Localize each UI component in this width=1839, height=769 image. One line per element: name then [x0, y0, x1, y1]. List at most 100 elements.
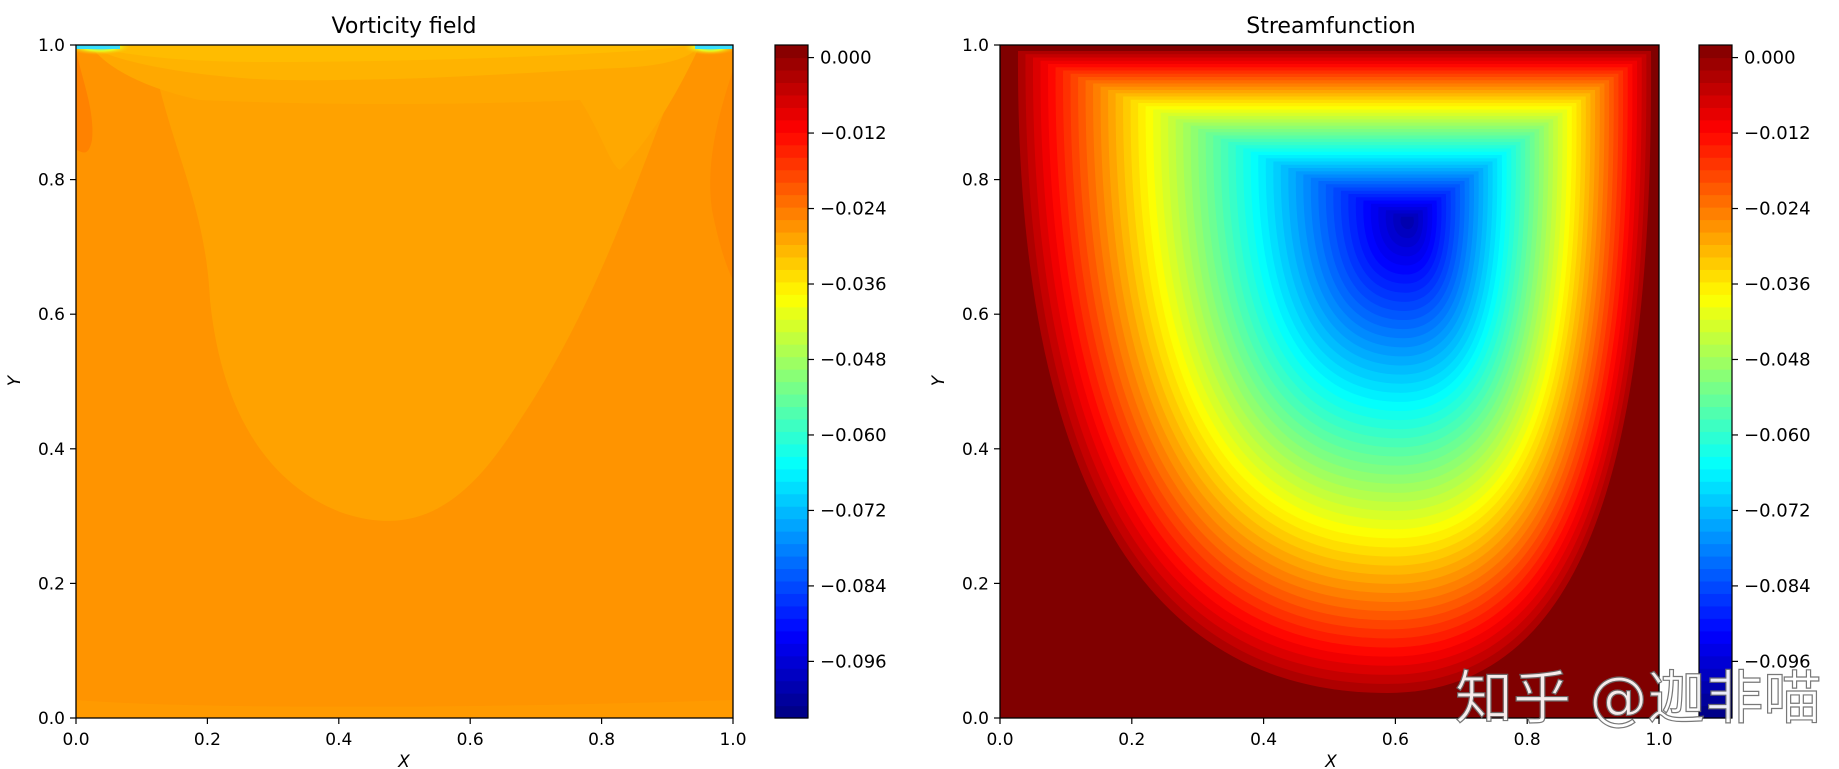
colorbar-band [1699, 244, 1732, 258]
vorticity-axes-frame [75, 44, 734, 719]
colorbar-band [1699, 294, 1732, 308]
streamfunction-y-tick-label: 0.0 [962, 709, 989, 729]
streamfunction-y-tick-label: 1.0 [962, 36, 989, 56]
colorbar-band [1699, 493, 1732, 507]
colorbar-band [775, 493, 808, 507]
vorticity-colorbar-bands [775, 45, 808, 719]
colorbar-band [775, 244, 808, 258]
colorbar-band [775, 593, 808, 607]
streamfunction-x-tick-label: 1.0 [1645, 730, 1672, 750]
streamfunction-colorbar-tick-label: −0.060 [1744, 425, 1811, 446]
colorbar-band [775, 256, 808, 270]
streamfunction-x-tick-label: 0.6 [1382, 730, 1409, 750]
colorbar-band [775, 481, 808, 495]
streamfunction-colorbar-tick-label: 0.000 [1744, 48, 1796, 69]
colorbar-band [1699, 518, 1732, 532]
colorbar-band [1699, 468, 1732, 482]
streamfunction-colorbar-tick-label: −0.036 [1744, 274, 1811, 295]
streamfunction-colorbar-bands [1699, 45, 1732, 719]
colorbar-band [1699, 543, 1732, 557]
colorbar-band [775, 605, 808, 619]
colorbar-band [775, 231, 808, 246]
colorbar-band [1699, 381, 1732, 395]
colorbar-band [1699, 132, 1732, 146]
colorbar-band [1699, 531, 1732, 545]
colorbar-band [775, 356, 808, 370]
vorticity-colorbar: 0.000 −0.012 −0.024 −0.036 −0.048 −0.060… [774, 44, 887, 719]
streamfunction-colorbar-tick-label: −0.084 [1744, 576, 1811, 597]
streamfunction-y-tick-label: 0.8 [962, 171, 989, 191]
colorbar-band [1699, 344, 1732, 358]
vorticity-colorbar-tick-label: −0.048 [820, 349, 887, 370]
streamfunction-x-tick-label: 0.8 [1514, 730, 1541, 750]
colorbar-band [1699, 618, 1732, 632]
colorbar-band [775, 107, 808, 121]
streamfunction-colorbar-ticks: 0.000 −0.012 −0.024 −0.036 −0.048 −0.060… [1732, 48, 1811, 672]
colorbar-band [775, 144, 808, 158]
vorticity-colorbar-tick-label: −0.060 [820, 425, 887, 446]
vorticity-y-tick-label: 0.2 [38, 574, 65, 594]
colorbar-band [775, 456, 808, 470]
colorbar-band [1699, 182, 1732, 196]
colorbar-band [775, 393, 808, 408]
streamfunction-colorbar-tick-label: −0.048 [1744, 349, 1811, 370]
colorbar-band [775, 157, 808, 171]
colorbar-band [775, 618, 808, 632]
streamfunction-axes-frame [999, 44, 1660, 719]
colorbar-band [775, 344, 808, 358]
streamfunction-x-ticks: 0.0 0.2 0.4 0.6 0.8 1.0 [986, 718, 1673, 750]
colorbar-band [1699, 705, 1732, 719]
colorbar-band [1699, 256, 1732, 270]
streamfunction-chart: Streamfunction 0.0 0.2 0.4 0.6 0.8 1.0 [929, 14, 1811, 769]
colorbar-band [1699, 443, 1732, 457]
colorbar-band [775, 543, 808, 557]
vorticity-y-axis-label: Y [5, 374, 25, 386]
colorbar-band [1699, 45, 1732, 59]
colorbar-band [775, 518, 808, 532]
vorticity-y-tick-label: 0.6 [38, 305, 65, 325]
vorticity-colorbar-ticks: 0.000 −0.012 −0.024 −0.036 −0.048 −0.060… [808, 48, 887, 672]
vorticity-colorbar-tick-label: −0.072 [820, 500, 887, 521]
streamfunction-x-tick-label: 0.2 [1118, 730, 1145, 750]
vorticity-y-tick-label: 1.0 [38, 36, 65, 56]
colorbar-band [1699, 306, 1732, 320]
colorbar-band [775, 45, 808, 59]
streamfunction-y-axis-label: Y [929, 374, 949, 386]
colorbar-band [1699, 456, 1732, 470]
vorticity-colorbar-tick-label: −0.036 [820, 274, 887, 295]
colorbar-band [1699, 331, 1732, 345]
vorticity-x-axis-label: X [397, 752, 410, 769]
streamfunction-field [1000, 45, 1659, 718]
colorbar-band [775, 531, 808, 545]
colorbar-band [775, 568, 808, 582]
colorbar-band [775, 207, 808, 221]
vorticity-x-tick-label: 0.2 [194, 730, 221, 750]
colorbar-band [775, 294, 808, 308]
streamfunction-y-tick-label: 0.2 [962, 574, 989, 594]
vorticity-colorbar-frame [774, 44, 809, 719]
streamfunction-y-tick-label: 0.4 [962, 440, 989, 460]
colorbar-band [1699, 157, 1732, 171]
colorbar-band [775, 69, 808, 83]
colorbar-band [775, 693, 808, 707]
vorticity-field [76, 45, 733, 718]
colorbar-band [775, 443, 808, 457]
colorbar-band [775, 94, 808, 108]
streamfunction-colorbar-tick-label: −0.012 [1744, 123, 1811, 144]
vorticity-chart: Vorticity field [5, 14, 887, 769]
colorbar-band [1699, 69, 1732, 83]
colorbar-band [775, 132, 808, 146]
streamfunction-y-ticks: 0.0 0.2 0.4 0.6 0.8 1.0 [962, 36, 1000, 729]
colorbar-band [1699, 169, 1732, 183]
vorticity-y-tick-label: 0.0 [38, 709, 65, 729]
colorbar-band [1699, 219, 1732, 233]
colorbar-band [1699, 231, 1732, 246]
watermark-text: 知乎 @迦非喵 [1455, 664, 1821, 732]
vorticity-colorbar-tick-label: −0.084 [820, 576, 887, 597]
vorticity-y-tick-label: 0.4 [38, 440, 65, 460]
streamfunction-colorbar: 0.000 −0.012 −0.024 −0.036 −0.048 −0.060… [1698, 44, 1811, 719]
vorticity-x-tick-label: 0.0 [62, 730, 89, 750]
vorticity-colorbar-tick-label: −0.024 [820, 199, 887, 220]
vorticity-y-ticks: 0.0 0.2 0.4 0.6 0.8 1.0 [38, 36, 76, 729]
